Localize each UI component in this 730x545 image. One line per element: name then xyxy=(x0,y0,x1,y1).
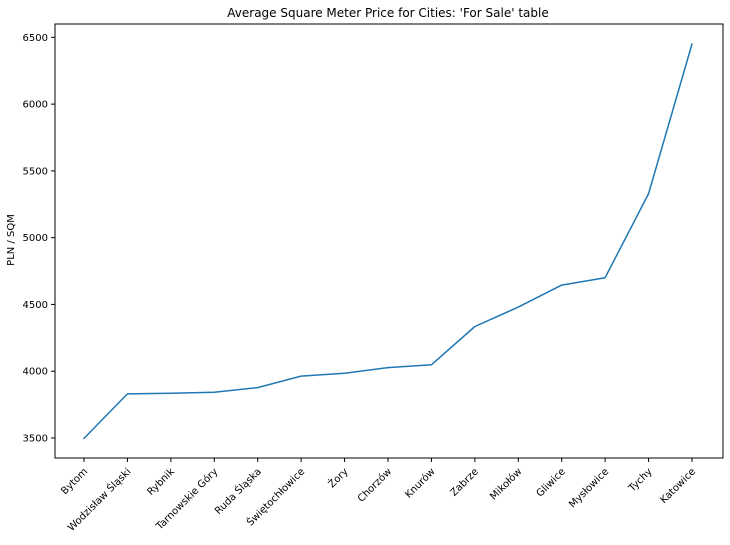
y-tick-label: 6500 xyxy=(23,33,48,44)
x-tick-label: Tychy xyxy=(626,466,654,494)
x-tick-label: Żory xyxy=(325,465,351,491)
x-tick-label: Gliwice xyxy=(535,466,568,499)
chart-title: Average Square Meter Price for Cities: '… xyxy=(227,6,548,20)
x-tick-label: Mysłowice xyxy=(567,466,611,510)
y-tick-label: 3500 xyxy=(23,433,48,444)
plot-area xyxy=(83,43,693,440)
x-tick-label: Chorzów xyxy=(355,466,394,505)
x-tick-label: Bytom xyxy=(59,466,90,497)
x-tick-label: Katowice xyxy=(658,466,698,506)
y-axis-label: PLN / SQM xyxy=(6,214,17,266)
x-tick-label: Zabrze xyxy=(449,466,481,498)
x-tick-label: Mikołów xyxy=(488,466,525,503)
y-tick-label: 5500 xyxy=(23,166,48,177)
x-tick-label: Rybnik xyxy=(145,466,177,498)
y-axis: 3500 4000 4500 5000 5500 6000 6500 xyxy=(23,33,55,444)
y-tick-label: 6000 xyxy=(23,100,48,111)
y-tick-label: 4500 xyxy=(23,300,48,311)
x-tick-label: Knurów xyxy=(403,466,438,501)
y-tick-label: 4000 xyxy=(23,367,48,378)
y-tick-label: 5000 xyxy=(23,233,48,244)
series-line xyxy=(83,43,693,440)
plot-frame xyxy=(54,23,724,459)
